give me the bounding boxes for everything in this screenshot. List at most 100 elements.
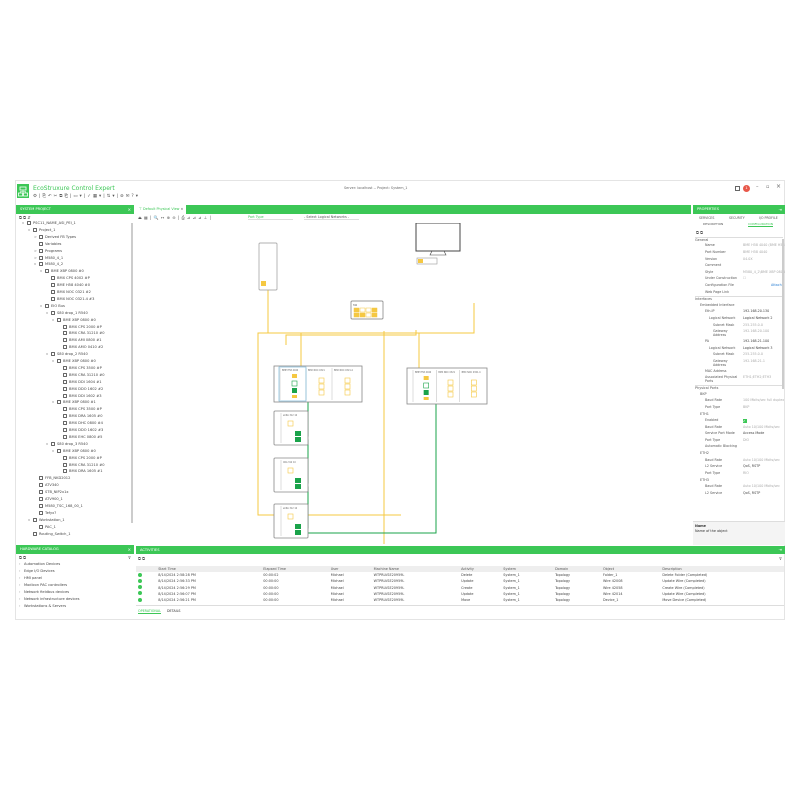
rio-port[interactable] (292, 388, 297, 393)
property-value[interactable]: Logical Network 2 (743, 315, 773, 320)
tree-item[interactable]: BMX AMI 0800 #1 (58, 338, 102, 343)
property-value[interactable]: Auto 10/100 Mbits/sec (743, 424, 780, 429)
property-value[interactable]: 192.168.21.1 (743, 358, 766, 363)
property-value[interactable]: QoS, RSTP (743, 490, 761, 495)
layout-icon[interactable] (735, 186, 740, 191)
catalog-toolbar[interactable]: ⧉ ⧉ (19, 555, 26, 560)
switch-port[interactable] (365, 312, 372, 318)
switch-port[interactable] (365, 307, 372, 313)
activities-toolbar[interactable]: ⧉ ⧉ (138, 556, 145, 561)
maximize-button[interactable]: ▫ (766, 184, 770, 190)
switch-port[interactable] (371, 312, 378, 318)
tree-item[interactable]: M580_TSC_168_00_1 (34, 503, 83, 508)
switch-port[interactable] (359, 307, 366, 313)
minimize-button[interactable]: – (756, 184, 759, 190)
switch-port[interactable] (353, 307, 360, 313)
property-value[interactable]: BKP (743, 404, 750, 409)
properties-tab[interactable]: SERVICES (699, 216, 715, 220)
rio-port[interactable] (295, 431, 301, 436)
column-header[interactable]: Activity (459, 566, 502, 573)
tree-item[interactable]: v Project_1 (28, 227, 55, 232)
tree-item[interactable]: BMX CPS 4002 #P (46, 276, 90, 281)
property-value[interactable]: BME H58 4040 (743, 249, 768, 254)
topology-canvas[interactable]: SW BME H58 4040 BMX NOC 0321 BMX NOC 0321.4… (136, 223, 691, 544)
chevron-down-icon[interactable]: v (52, 400, 55, 405)
tree-item[interactable]: v EIO Bus (40, 303, 65, 308)
hmi-panel-device[interactable] (258, 242, 278, 291)
property-value[interactable]: ☐ (743, 276, 746, 281)
close-button[interactable]: × (776, 183, 782, 190)
logical-network-dropdown[interactable]: - Select Logical Networks - (304, 215, 359, 220)
property-value[interactable]: BME H58 4040 (BME H58 4040) (743, 243, 785, 248)
module-port[interactable] (447, 385, 454, 392)
catalog-item[interactable]: › HMI panel (19, 576, 42, 580)
chevron-down-icon[interactable]: v (22, 221, 25, 225)
tree-item[interactable]: BMX EHC 0800 #5 (58, 434, 102, 439)
tree-item[interactable]: BME H58 4040 #0 (46, 283, 90, 288)
chevron-right-icon[interactable]: > (34, 255, 37, 260)
tree-item[interactable]: ATV900_1 (34, 497, 63, 501)
chevron-right-icon[interactable]: › (19, 583, 21, 587)
collapse-icon[interactable]: ⇥ (778, 207, 782, 212)
tree-item[interactable]: > Programs (34, 248, 62, 253)
remote-drop-device[interactable] (273, 457, 309, 493)
property-group[interactable]: ETH3 (700, 477, 709, 482)
tree-toolbar[interactable]: ⧉ ⧉ ⇵ (19, 215, 31, 220)
properties-scrollbar[interactable] (782, 239, 784, 389)
tree-item[interactable]: v S80 drop_3 R540 (46, 441, 88, 446)
column-header[interactable]: Elapsed Time (261, 566, 329, 573)
tree-item[interactable]: BMX CPS 2000 #P (58, 455, 102, 460)
enabled-checkbox[interactable]: ✔ (743, 419, 747, 424)
rio-port[interactable] (423, 390, 429, 395)
property-group[interactable]: Physical Ports (695, 385, 783, 391)
chevron-right-icon[interactable]: > (34, 248, 37, 253)
workstation-device[interactable] (415, 223, 461, 252)
property-value[interactable]: 192.168.21.100 (743, 339, 770, 343)
tree-item[interactable]: v M580_4_2 (34, 262, 63, 267)
rack-device[interactable] (273, 365, 363, 403)
tree-item[interactable]: BMX DRA 1605 #1 (58, 469, 102, 474)
property-value[interactable]: 255.255.0.0 (743, 352, 763, 357)
module-port[interactable] (447, 391, 454, 398)
tree-item[interactable]: PAC_1 (34, 524, 56, 529)
tree-item[interactable]: STB_NIP2x1x (34, 490, 68, 495)
tree-item[interactable]: v Workstation_1 (28, 517, 65, 522)
chevron-right-icon[interactable]: › (19, 590, 21, 594)
chevron-down-icon[interactable]: v (52, 359, 55, 363)
tree-item[interactable]: v BME XBP 0800 #0 (52, 317, 96, 322)
workstation-port-bar[interactable] (416, 257, 438, 265)
chevron-right-icon[interactable]: › (19, 576, 21, 580)
ethernet-port[interactable] (287, 467, 294, 474)
tree-item[interactable]: Variables (34, 241, 61, 246)
chevron-right-icon[interactable]: › (19, 562, 21, 566)
rio-port[interactable] (295, 484, 301, 489)
tree-item[interactable]: ATV340 (34, 483, 59, 488)
activities-tabs[interactable]: OPERATIONAL DETAILS (138, 609, 181, 614)
tree-item[interactable]: BMX NOC 0321 #2 (46, 290, 91, 294)
close-icon[interactable]: × (127, 207, 131, 212)
tree-item[interactable]: BMX CRA 31210 #0 (58, 462, 105, 467)
property-value[interactable]: Auto 10/100 Mbits/sec (743, 484, 780, 489)
column-header[interactable]: Domain (553, 566, 602, 573)
switch-port[interactable] (371, 307, 378, 313)
tree-item[interactable]: BMX DRA 1605 #0 (58, 414, 102, 419)
switch-port[interactable] (359, 312, 366, 318)
module-port[interactable] (344, 389, 351, 396)
ethernet-port[interactable] (292, 395, 297, 398)
tree-item[interactable]: > Derived FB Types (34, 234, 76, 239)
chevron-right-icon[interactable]: › (19, 597, 21, 601)
property-value[interactable]: QoS, RSTP (743, 464, 761, 469)
ethernet-port[interactable] (423, 376, 429, 380)
column-header[interactable]: Start Time (156, 566, 262, 573)
property-value[interactable]: RIO (743, 470, 749, 475)
tree-item[interactable]: v BME XBP 0800 #0 (52, 359, 96, 363)
properties-tab[interactable]: I/O PROFILE (759, 216, 778, 220)
monitor-stand-icon[interactable] (429, 250, 447, 256)
catalog-item[interactable]: › Modicon PAC controllers (19, 583, 67, 587)
module-port[interactable] (318, 389, 325, 396)
table-row[interactable]: 8/14/2024 2:58:28 PM 00:00:02 Michael WTPRL… (136, 572, 784, 578)
tab-close-icon[interactable]: × (180, 207, 184, 211)
table-row[interactable]: 8/14/2024 2:56:33 PM 00:00:00 Michael WTPRL… (136, 578, 784, 584)
tab-default-physical-view[interactable]: ⊤ Default Physical View × (136, 205, 187, 214)
